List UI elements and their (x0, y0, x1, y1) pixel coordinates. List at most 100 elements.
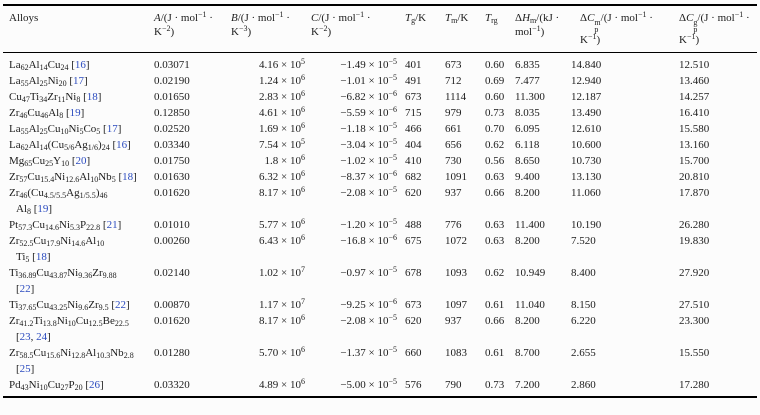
cell-A: 0.02140 (154, 267, 190, 279)
cell-Tm: 673 (445, 59, 462, 71)
cell-B: 6.43 × 106 (259, 233, 305, 248)
citation-link[interactable]: 22 (115, 299, 127, 311)
citation-link[interactable]: 18 (122, 171, 134, 183)
cell-A: 0.03320 (154, 379, 190, 391)
cell-dCpg: 17.870 (679, 187, 710, 199)
cell-dCpm: 2.860 (571, 379, 596, 391)
cell-Trg: 0.56 (485, 155, 505, 167)
alloy-name: Zr46Cu46Al8 [19] (9, 107, 85, 120)
cell-C: −2.08 × 10−5 (340, 313, 397, 328)
cell-dCpm: 10.190 (571, 219, 602, 231)
citation-link[interactable]: 18 (35, 251, 47, 263)
citation-link[interactable]: 19 (37, 203, 49, 215)
alloy-name: La62Al14(Cu5/6Ag1/6)24 [16] (9, 139, 131, 152)
column-header-Tm: Tm/K (441, 5, 485, 53)
column-header-dCpm: ΔC m p/(J · mol−1 · K−1) (571, 5, 679, 53)
cell-A: 0.01620 (154, 187, 190, 199)
cell-B: 1.69 × 106 (259, 121, 305, 136)
citation-link[interactable]: 17 (106, 123, 118, 135)
cell-Tm: 1097 (445, 299, 467, 311)
cell-dCpg: 23.300 (679, 315, 710, 327)
cell-dHm: 11.300 (515, 91, 545, 103)
cell-Tm: 937 (445, 187, 462, 199)
table-row: Zr41.2Ti13.8Ni10Cu12.5Be22.5 [23, 24] 0.01… (3, 313, 757, 345)
cell-B: 1.8 × 106 (264, 153, 305, 168)
citation-link[interactable]: 19 (69, 107, 81, 119)
cell-Trg: 0.70 (485, 123, 505, 135)
cell-Tg: 620 (405, 187, 422, 199)
cell-dCpm: 8.150 (571, 299, 596, 311)
cell-Tg: 576 (405, 379, 422, 391)
cell-dCpm: 10.730 (571, 155, 602, 167)
cell-dCpg: 27.510 (679, 299, 710, 311)
cell-A: 0.03071 (154, 59, 190, 71)
cell-dCpm: 12.610 (571, 123, 602, 135)
alloy-name: La55Al25Cu10Ni5Co5 [17] (9, 123, 122, 136)
citation-link[interactable]: 22 (19, 283, 31, 295)
cell-B: 2.83 × 106 (259, 89, 305, 104)
table-row: Zr46Cu46Al8 [19] 0.12850 4.61 × 106 −5.59 ×… (3, 105, 757, 121)
citation-link[interactable]: 16 (74, 59, 86, 71)
cell-dCpm: 8.400 (571, 267, 596, 279)
cell-C: −5.00 × 10−5 (340, 377, 397, 392)
cell-dCpm: 14.840 (571, 59, 602, 71)
table-body: La62Al14Cu24 [16] 0.03071 4.16 × 105 −1.49 … (3, 53, 757, 398)
cell-Trg: 0.62 (485, 139, 505, 151)
table-row: La62Al14(Cu5/6Ag1/6)24 [16] 0.03340 7.54 ×… (3, 137, 757, 153)
citation-link[interactable]: 26 (89, 379, 101, 391)
citation-link[interactable]: 24 (36, 331, 48, 343)
alloy-name: Cu47Ti34Zr11Ni8 [18] (9, 91, 102, 104)
cell-dCpg: 13.160 (679, 139, 710, 151)
cell-Tm: 979 (445, 107, 462, 119)
cell-A: 0.01650 (154, 91, 190, 103)
cell-dCpg: 13.460 (679, 75, 710, 87)
table-row: Zr57Cu15.4Ni12.6Al10Nb5 [18] 0.01630 6.32 … (3, 169, 757, 185)
cell-C: −1.01 × 10−5 (340, 73, 397, 88)
header-row: Alloys A/(J · mol−1 · K−2) B/(J · mol−1 · K−… (3, 5, 757, 53)
cell-Trg: 0.73 (485, 379, 505, 391)
cell-dCpm: 13.490 (571, 107, 602, 119)
cell-Tg: 715 (405, 107, 422, 119)
cell-B: 5.77 × 106 (259, 217, 305, 232)
cell-dCpg: 27.920 (679, 267, 710, 279)
cell-Tg: 620 (405, 315, 422, 327)
citation-link[interactable]: 25 (19, 363, 31, 375)
cell-dCpm: 12.940 (571, 75, 602, 87)
citation-link[interactable]: 17 (73, 75, 85, 87)
cell-dCpg: 15.700 (679, 155, 710, 167)
cell-Tm: 730 (445, 155, 462, 167)
cell-B: 4.61 × 106 (259, 105, 305, 120)
column-header-B: B/(J · mol−1 · K−3) (227, 5, 309, 53)
cell-Tm: 1083 (445, 347, 467, 359)
cell-Tg: 410 (405, 155, 422, 167)
alloy-name: Pt57.3Cu14.6Ni5.3P22.8 [21] (9, 219, 122, 232)
cell-dCpg: 12.510 (679, 59, 710, 71)
citation-link[interactable]: 23 (19, 331, 31, 343)
alloy-name: Zr58.5Cu15.6Ni12.8Al10.3Nb2.8 [25] (9, 347, 134, 375)
cell-A: 0.01280 (154, 347, 190, 359)
cell-Tm: 790 (445, 379, 462, 391)
cell-B: 1.02 × 107 (259, 265, 305, 280)
cell-Trg: 0.66 (485, 315, 505, 327)
cell-Tg: 466 (405, 123, 422, 135)
citation-link[interactable]: 18 (86, 91, 98, 103)
cell-dCpg: 15.550 (679, 347, 710, 359)
cell-A: 0.01620 (154, 315, 190, 327)
table-row: Mg65Cu25Y10 [20] 0.01750 1.8 × 106 −1.02 × … (3, 153, 757, 169)
citation-link[interactable]: 20 (75, 155, 87, 167)
cell-dHm: 6.095 (515, 123, 540, 135)
cell-C: −1.18 × 10−5 (340, 121, 397, 136)
cell-C: −5.59 × 10−6 (340, 105, 397, 120)
cell-dHm: 6.835 (515, 59, 540, 71)
cell-dCpg: 20.810 (679, 171, 710, 183)
cell-A: 0.01010 (154, 219, 190, 231)
cell-dCpm: 10.600 (571, 139, 602, 151)
table-row: La55Al25Cu10Ni5Co5 [17] 0.02520 1.69 × 106… (3, 121, 757, 137)
cell-dHm: 11.400 (515, 219, 545, 231)
table-row: Pt57.3Cu14.6Ni5.3P22.8 [21] 0.01010 5.77 ×… (3, 217, 757, 233)
citation-link[interactable]: 16 (116, 139, 128, 151)
cell-A: 0.01750 (154, 155, 190, 167)
cell-dHm: 8.200 (515, 315, 540, 327)
cell-A: 0.03340 (154, 139, 190, 151)
citation-link[interactable]: 21 (106, 219, 118, 231)
